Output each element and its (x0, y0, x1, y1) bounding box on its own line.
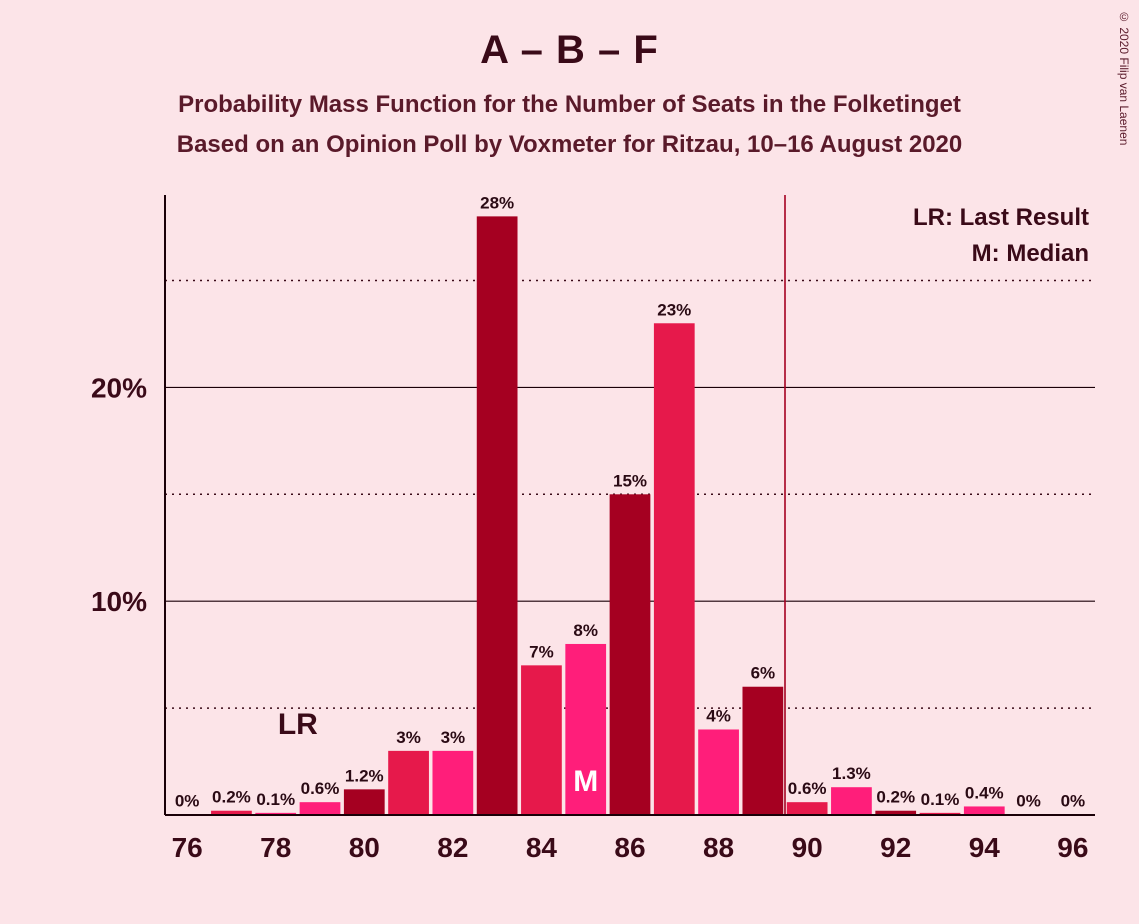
bar-value-label: 28% (480, 195, 514, 212)
copyright-text: © 2020 Filip van Laenen (1117, 10, 1131, 145)
lr-marker: LR (278, 708, 318, 741)
y-tick-label: 20% (91, 372, 147, 403)
bar-value-label: 0.6% (788, 779, 827, 798)
x-tick-label: 76 (172, 832, 203, 863)
x-tick-label: 88 (703, 832, 734, 863)
bar-value-label: 1.3% (832, 764, 871, 783)
bar (831, 787, 872, 815)
bar-value-label: 0.2% (212, 788, 251, 807)
bar-value-label: 3% (396, 728, 421, 747)
bar (388, 751, 429, 815)
legend-m: M: Median (972, 240, 1089, 267)
x-tick-label: 90 (792, 832, 823, 863)
x-tick-label: 84 (526, 832, 558, 863)
bar-value-label: 4% (706, 706, 731, 725)
bar (698, 729, 739, 815)
x-tick-label: 80 (349, 832, 380, 863)
bar (654, 323, 695, 815)
bar-value-label: 23% (657, 300, 691, 319)
bar-value-label: 0% (1061, 792, 1086, 811)
bar (964, 806, 1005, 815)
bar-value-label: 0.2% (876, 788, 915, 807)
chart-area: 10% 20% 0% 0.2% 0.1% 0.6% 1.2% 3% 3% 28% 7% 8% 15% 23… (0, 195, 1139, 924)
bar-value-label: 3% (441, 728, 466, 747)
bar (300, 802, 341, 815)
bar-value-label: 0.4% (965, 783, 1004, 802)
legend-lr: LR: Last Result (913, 204, 1089, 231)
bar-value-label: 0.1% (921, 790, 960, 809)
bar (787, 802, 828, 815)
bar (432, 751, 473, 815)
bar-value-label: 15% (613, 471, 647, 490)
bar (742, 687, 783, 815)
bar (477, 216, 518, 815)
bar (521, 665, 562, 815)
chart-svg: 10% 20% 0% 0.2% 0.1% 0.6% 1.2% 3% 3% 28% 7% 8% 15% 23… (0, 195, 1139, 924)
x-tick-label: 78 (260, 832, 291, 863)
chart-subtitle-2: Based on an Opinion Poll by Voxmeter for… (0, 119, 1139, 159)
y-tick-label: 10% (91, 586, 147, 617)
bar-value-label: 8% (573, 621, 598, 640)
x-tick-label: 92 (880, 832, 911, 863)
bar-value-label: 7% (529, 642, 554, 661)
chart-title: A – B – F (0, 0, 1139, 73)
bar-value-label: 6% (751, 664, 776, 683)
bar (610, 494, 651, 815)
median-marker: M (573, 765, 598, 798)
x-tick-label: 82 (437, 832, 468, 863)
bar-value-label: 1.2% (345, 766, 384, 785)
chart-subtitle-1: Probability Mass Function for the Number… (0, 73, 1139, 119)
bar-value-label: 0% (175, 792, 200, 811)
x-tick-label: 94 (969, 832, 1001, 863)
x-tick-label: 86 (614, 832, 645, 863)
bar-value-label: 0% (1016, 792, 1041, 811)
bar-value-label: 0.6% (301, 779, 340, 798)
bar-value-label: 0.1% (256, 790, 295, 809)
x-tick-label: 96 (1057, 832, 1088, 863)
bar (344, 789, 385, 815)
